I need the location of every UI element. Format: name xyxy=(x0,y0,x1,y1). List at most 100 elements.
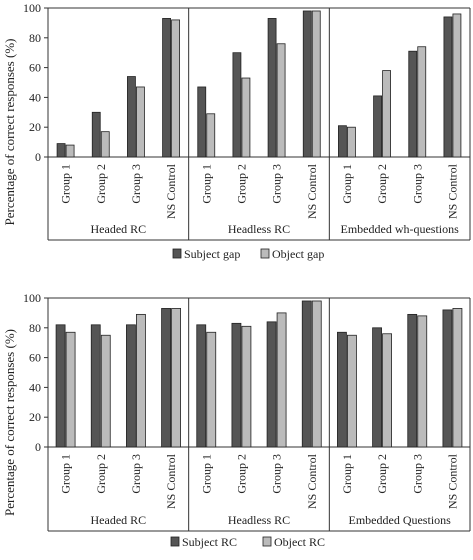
x-category-label: Group 3 xyxy=(129,454,143,494)
y-tick-label: 60 xyxy=(29,351,41,365)
legend-swatch xyxy=(260,248,270,259)
bar-series1 xyxy=(372,327,382,448)
y-tick-label: 100 xyxy=(23,291,41,305)
x-category-label: Group 3 xyxy=(410,164,424,204)
bar-series1 xyxy=(442,309,453,448)
panel-label: Headless RC xyxy=(228,513,290,527)
panel-label: Headless RC xyxy=(228,222,290,236)
x-category-label: Group 1 xyxy=(340,164,354,204)
x-category-label: NS Control xyxy=(164,163,178,219)
bar-series2 xyxy=(206,331,217,448)
legend-swatch xyxy=(262,536,272,547)
y-axis-label: Percentage of correct responses (%) xyxy=(2,39,17,226)
x-category-label: Group 3 xyxy=(410,454,424,494)
y-axis-label: Percentage of correct responses (%) xyxy=(2,329,17,516)
bar-series1 xyxy=(127,76,136,158)
x-category-label: Group 3 xyxy=(270,164,284,204)
bar-series2 xyxy=(65,331,76,448)
x-category-label: Group 3 xyxy=(129,164,143,204)
x-category-label: Group 2 xyxy=(375,164,389,204)
bar-series1 xyxy=(56,143,66,158)
bar-series2 xyxy=(100,131,110,158)
y-tick-label: 80 xyxy=(29,321,41,335)
x-category-label: Group 1 xyxy=(59,454,73,494)
bar-series1 xyxy=(231,322,242,448)
bar-series1 xyxy=(338,125,347,158)
bar-series1 xyxy=(443,16,453,158)
bar-series2 xyxy=(417,315,428,448)
x-category-label: Group 1 xyxy=(199,164,213,204)
bar-series1 xyxy=(91,111,101,158)
x-category-label: Group 2 xyxy=(94,164,108,204)
y-tick-label: 20 xyxy=(29,410,41,424)
bar-series2 xyxy=(65,144,75,158)
bar-series1 xyxy=(197,86,207,158)
bar-series1 xyxy=(161,308,171,448)
panel-label: Embedded wh-questions xyxy=(341,222,460,236)
legend-swatch xyxy=(172,248,182,259)
legend-label: Subject gap xyxy=(184,247,240,261)
y-tick-label: 80 xyxy=(29,31,41,45)
bar-series2 xyxy=(276,43,286,158)
bar-series2 xyxy=(171,308,181,448)
legend-label: Object RC xyxy=(274,535,325,549)
bar-series1 xyxy=(266,321,277,448)
bar-series1 xyxy=(126,324,136,448)
x-category-label: Group 3 xyxy=(270,454,284,494)
bar-series2 xyxy=(241,325,252,448)
x-category-label: NS Control xyxy=(445,453,459,509)
bar-series2 xyxy=(241,77,251,158)
bar-series2 xyxy=(452,308,463,448)
x-category-label: Group 2 xyxy=(234,164,248,204)
x-category-label: NS Control xyxy=(445,163,459,219)
x-category-label: Group 1 xyxy=(340,454,354,494)
bar-series2 xyxy=(206,113,216,158)
x-category-label: NS Control xyxy=(164,453,178,509)
x-category-label: Group 2 xyxy=(375,454,389,494)
bar-series2 xyxy=(311,300,322,448)
bar-series2 xyxy=(171,19,180,158)
bar-series2 xyxy=(136,313,146,448)
x-category-label: Group 1 xyxy=(199,454,213,494)
bar-series2 xyxy=(417,46,427,158)
bar-series1 xyxy=(301,300,312,448)
bar-series1 xyxy=(232,52,242,158)
bar-series2 xyxy=(382,70,391,158)
y-tick-label: 60 xyxy=(29,61,41,75)
bar-series2 xyxy=(311,10,321,158)
x-category-label: Group 2 xyxy=(94,454,108,494)
y-tick-label: 40 xyxy=(29,90,41,104)
bar-series1 xyxy=(162,18,171,158)
bar-series2 xyxy=(276,312,287,448)
legend-label: Subject RC xyxy=(182,535,237,549)
bar-series1 xyxy=(373,95,382,158)
panel-label: Headed RC xyxy=(91,222,147,236)
x-category-label: Group 1 xyxy=(59,164,73,204)
bar-series1 xyxy=(407,313,418,448)
x-category-label: NS Control xyxy=(305,453,319,509)
bar-series2 xyxy=(382,333,392,448)
bar-series2 xyxy=(136,86,145,158)
y-tick-label: 100 xyxy=(23,1,41,15)
panel-label: Embedded Questions xyxy=(349,513,452,527)
x-category-label: NS Control xyxy=(305,163,319,219)
bar-series1 xyxy=(337,331,347,448)
y-tick-label: 0 xyxy=(35,440,41,454)
x-category-label: Group 2 xyxy=(234,454,248,494)
y-tick-label: 0 xyxy=(35,150,41,164)
bar-series1 xyxy=(55,324,66,448)
bar-series1 xyxy=(267,18,277,158)
legend-label: Object gap xyxy=(272,247,324,261)
bar-series1 xyxy=(302,10,312,158)
bar-series2 xyxy=(347,334,357,448)
bar-series2 xyxy=(452,13,462,158)
y-tick-label: 20 xyxy=(29,120,41,134)
bar-series1 xyxy=(408,50,418,158)
bar-series2 xyxy=(100,334,111,448)
bar-series1 xyxy=(196,324,207,448)
panel-label: Headed RC xyxy=(91,513,147,527)
y-tick-label: 40 xyxy=(29,380,41,394)
bar-series1 xyxy=(90,324,101,448)
